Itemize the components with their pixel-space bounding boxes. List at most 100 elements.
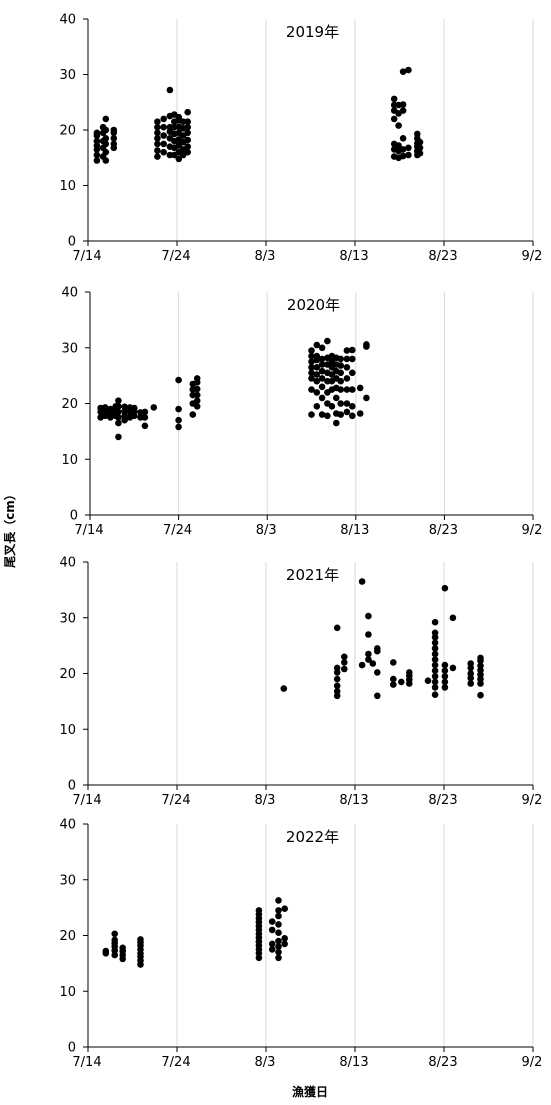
data-point: [324, 412, 331, 420]
y-tick-label: 0: [68, 1041, 76, 1056]
data-point: [337, 355, 345, 363]
data-point: [441, 584, 449, 592]
data-point: [341, 653, 348, 661]
data-point: [175, 155, 183, 163]
data-point: [115, 397, 122, 405]
panel-title: 2022年: [286, 828, 339, 846]
y-tick-label: 40: [61, 286, 78, 301]
data-point: [308, 358, 315, 366]
data-point: [281, 905, 289, 912]
data-point: [395, 122, 402, 129]
y-tick-label: 20: [59, 667, 76, 682]
data-point: [102, 140, 110, 148]
data-point: [349, 369, 356, 377]
data-point: [349, 386, 356, 393]
data-point: [467, 670, 475, 677]
data-point: [115, 403, 122, 410]
chart-panel-4: 0 10 20 30 40 7/14 7/24 8/3 8/13 8/23 9/2 2022年: [59, 818, 542, 1071]
data-point: [467, 680, 475, 687]
data-point: [467, 660, 475, 667]
data-point: [154, 123, 161, 131]
data-point: [166, 86, 174, 94]
data-point: [275, 912, 282, 920]
data-point: [477, 662, 484, 669]
data-point: [93, 157, 101, 164]
data-point: [365, 650, 372, 658]
chart-panel-3: 0 10 20 30 40 7/14 7/24 8/3 8/13 8/23 9/2 2021年: [59, 556, 542, 809]
data-point: [363, 394, 370, 402]
data-point: [93, 137, 101, 145]
data-point: [318, 383, 326, 391]
y-tick-label: 30: [59, 611, 76, 626]
data-point: [431, 678, 439, 686]
data-point: [337, 377, 345, 385]
data-point: [337, 400, 345, 407]
data-point: [175, 376, 182, 384]
panel-title: 2019年: [286, 23, 339, 41]
y-tick-label: 10: [59, 179, 76, 194]
data-point: [111, 936, 118, 944]
data-point: [333, 688, 341, 695]
data-point: [115, 419, 122, 427]
data-point: [275, 937, 282, 945]
data-point: [343, 364, 351, 371]
x-tick-label: 7/14: [72, 249, 101, 264]
y-tick-label: 20: [59, 929, 76, 944]
data-point: [399, 68, 407, 75]
data-point: [318, 375, 326, 382]
x-tick-label: 8/23: [428, 1055, 457, 1070]
data-point: [441, 678, 449, 686]
data-point: [175, 416, 182, 424]
x-tick-label: 7/24: [161, 1055, 190, 1070]
y-tick-label: 0: [68, 779, 76, 794]
data-point: [154, 147, 161, 154]
x-tick-label: 7/14: [74, 523, 103, 538]
data-point: [343, 355, 351, 363]
x-tick-label: 8/23: [428, 249, 457, 264]
data-point: [268, 918, 276, 925]
data-point: [93, 151, 101, 159]
data-point: [189, 411, 197, 418]
data-point: [399, 107, 407, 114]
data-point: [110, 140, 118, 148]
data-point: [280, 685, 288, 692]
data-point: [374, 645, 381, 652]
data-point: [275, 943, 282, 950]
y-tick-label: 0: [68, 235, 76, 250]
data-point: [333, 682, 341, 690]
data-point: [154, 140, 161, 148]
data-point: [337, 369, 345, 377]
data-point: [102, 148, 110, 156]
data-point: [110, 126, 118, 134]
data-point: [324, 337, 331, 345]
y-tick-label: 10: [59, 985, 76, 1000]
data-point: [441, 673, 449, 680]
data-point: [399, 146, 407, 153]
data-point: [184, 118, 191, 125]
data-point: [349, 412, 356, 420]
data-point: [141, 422, 149, 430]
data-point: [115, 414, 122, 421]
data-point: [477, 691, 484, 699]
data-point: [390, 681, 397, 688]
data-point: [102, 115, 110, 123]
x-tick-label: 7/24: [163, 523, 192, 538]
data-point: [115, 433, 122, 441]
data-point: [255, 907, 263, 914]
data-point: [441, 667, 449, 674]
data-point: [318, 355, 326, 363]
data-point: [328, 403, 336, 410]
data-point: [333, 675, 341, 683]
data-point: [477, 654, 484, 662]
data-point: [416, 144, 424, 152]
x-tick-label: 8/13: [339, 249, 368, 264]
data-point: [431, 673, 439, 680]
y-tick-label: 10: [59, 723, 76, 738]
data-point: [193, 403, 201, 410]
y-tick-label: 40: [59, 818, 76, 833]
x-tick-label: 7/14: [72, 793, 101, 808]
data-point: [431, 629, 439, 637]
y-tick-label: 0: [70, 509, 78, 524]
